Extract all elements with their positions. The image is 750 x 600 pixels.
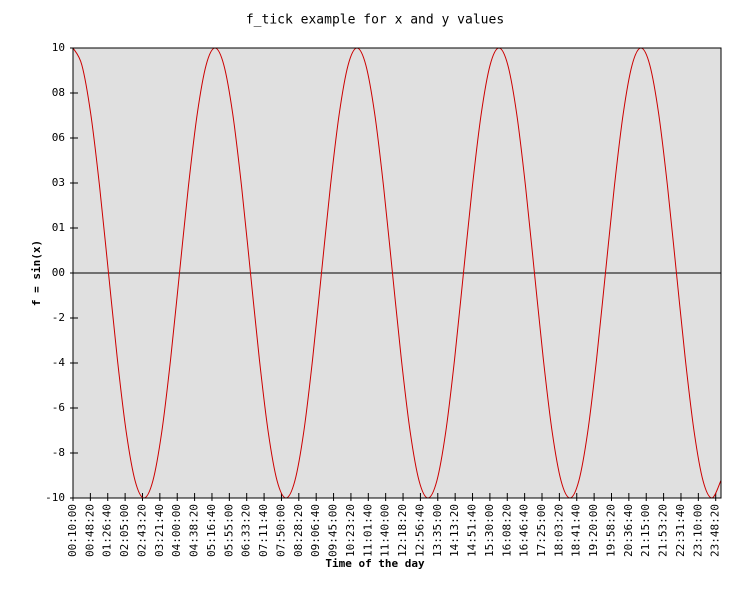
x-tick-label: 16:08:20	[500, 504, 513, 557]
x-axis-label: Time of the day	[325, 557, 425, 570]
x-tick-label: 09:45:00	[327, 504, 340, 557]
x-tick-label: 04:38:20	[188, 504, 201, 557]
x-tick-label: 05:16:40	[205, 504, 218, 557]
plot-frame	[72, 47, 722, 499]
x-tick-label: 04:00:00	[170, 504, 183, 557]
y-axis-label: f = sin(x)	[30, 240, 43, 306]
x-tick-label: 23:48:20	[709, 504, 722, 557]
y-tick-label: 08	[52, 86, 65, 99]
x-tick-label: 05:55:00	[222, 504, 235, 557]
y-tick-label: 01	[52, 221, 65, 234]
x-tick-label: 20:36:40	[622, 504, 635, 557]
x-tick-label: 15:30:00	[483, 504, 496, 557]
y-tick-label: 00	[52, 266, 65, 279]
x-tick-label: 09:06:40	[309, 504, 322, 557]
x-tick-label: 12:18:20	[396, 504, 409, 557]
x-tick-label: 00:48:20	[83, 504, 96, 557]
x-tick-label: 00:10:00	[66, 504, 79, 557]
x-tick-label: 08:28:20	[292, 504, 305, 557]
x-tick-label: 14:51:40	[466, 504, 479, 557]
x-tick-label: 02:43:20	[135, 504, 148, 557]
y-tick-label: -10	[45, 491, 65, 504]
y-tick-label: 10	[52, 41, 65, 54]
x-tick-label: 22:31:40	[674, 504, 687, 557]
x-tick-label: 11:40:00	[379, 504, 392, 557]
x-tick-label: 21:53:20	[657, 504, 670, 557]
x-tick-label: 17:25:00	[535, 504, 548, 557]
x-tick-label: 03:21:40	[153, 504, 166, 557]
x-tick-label: 06:33:20	[240, 504, 253, 557]
x-tick-label: 23:10:00	[691, 504, 704, 557]
x-tick-label: 02:05:00	[118, 504, 131, 557]
x-tick-label: 19:58:20	[604, 504, 617, 557]
x-tick-label: 16:46:40	[518, 504, 531, 557]
x-tick-label: 07:50:00	[274, 504, 287, 557]
x-tick-label: 10:23:20	[344, 504, 357, 557]
x-tick-label: 13:35:00	[431, 504, 444, 557]
y-tick-label: 06	[52, 131, 65, 144]
x-tick-label: 14:13:20	[448, 504, 461, 557]
chart-title: f_tick example for x and y values	[246, 13, 504, 28]
y-tick-label: -4	[52, 356, 66, 369]
x-tick-label: 11:01:40	[361, 504, 374, 557]
x-tick-label: 12:56:40	[413, 504, 426, 557]
x-tick-label: 21:15:00	[639, 504, 652, 557]
y-tick-label: -2	[52, 311, 65, 324]
y-tick-label: -6	[52, 401, 65, 414]
x-tick-label: 19:20:00	[587, 504, 600, 557]
y-tick-label: -8	[52, 446, 65, 459]
line-series	[72, 47, 722, 499]
x-tick-label: 07:11:40	[257, 504, 270, 557]
x-tick-label: 18:41:40	[570, 504, 583, 557]
x-tick-label: 01:26:40	[101, 504, 114, 557]
x-tick-label: 18:03:20	[552, 504, 565, 557]
y-tick-label: 03	[52, 176, 65, 189]
